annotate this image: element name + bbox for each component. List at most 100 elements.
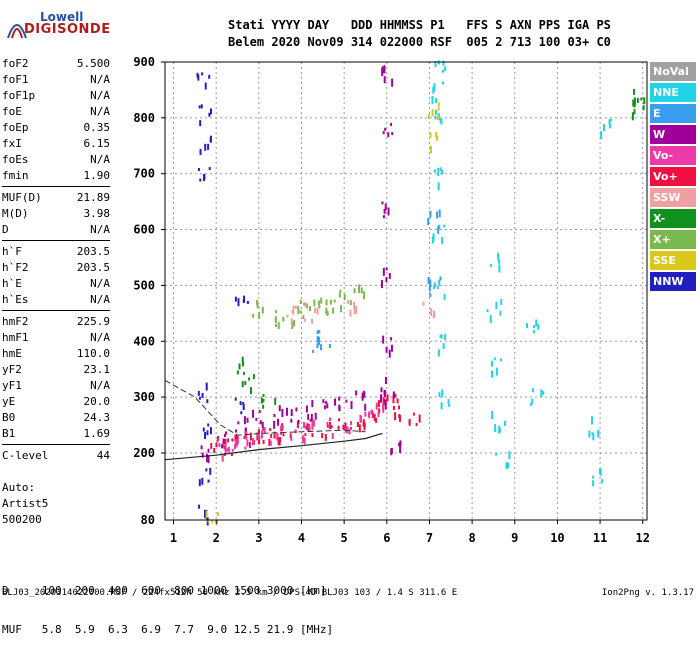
param-value: 1.69 <box>83 427 111 440</box>
echo-point <box>234 444 237 450</box>
param-value: N/A <box>90 105 110 118</box>
echo-point <box>216 439 219 443</box>
param-value: N/A <box>90 73 110 86</box>
echo-point <box>221 444 224 449</box>
echo-point <box>246 300 249 304</box>
echo-point <box>500 299 503 306</box>
echo-point <box>408 418 411 424</box>
echo-point <box>350 400 353 409</box>
echo-point <box>363 422 366 428</box>
model-trace-dashed <box>164 379 366 436</box>
echo-point <box>224 431 227 435</box>
echo-point <box>316 307 319 315</box>
echo-point <box>353 306 356 315</box>
echo-point <box>385 277 388 283</box>
echo-point <box>222 438 225 445</box>
echo-point <box>262 439 265 444</box>
echo-point <box>600 131 603 140</box>
echo-point <box>437 102 440 108</box>
echo-point <box>304 302 307 307</box>
param-value: N/A <box>90 153 110 166</box>
echo-point <box>211 520 214 524</box>
echo-point <box>249 432 252 441</box>
echo-point <box>378 408 381 414</box>
echo-point <box>384 203 387 211</box>
param-value: 21.89 <box>76 191 110 204</box>
x-tick-label: 1 <box>170 531 177 545</box>
echo-point <box>383 76 386 84</box>
echo-point <box>382 409 385 413</box>
param-value: N/A <box>90 89 110 102</box>
param-row: h`F2 203.5 <box>2 260 110 276</box>
echo-point <box>244 446 247 450</box>
echo-point <box>494 424 497 433</box>
echo-point <box>204 143 207 151</box>
param-value: 225.9 <box>76 315 110 328</box>
x-tick-label: 12 <box>636 531 650 545</box>
echo-point <box>205 510 208 518</box>
echo-point <box>261 421 264 428</box>
echo-point <box>493 357 496 361</box>
echo-point <box>642 105 645 111</box>
param-row: hmF2 225.9 <box>2 314 110 330</box>
echo-point <box>358 284 361 291</box>
echo-point <box>234 429 237 433</box>
legend-item-vo: Vo+ <box>650 167 696 186</box>
echo-point <box>201 72 204 76</box>
x-tick-label: 5 <box>341 531 348 545</box>
echo-point <box>636 98 639 104</box>
echo-series-e <box>312 209 442 353</box>
echo-point <box>198 504 201 509</box>
echo-point <box>227 438 230 443</box>
echo-point <box>320 297 323 304</box>
echo-point <box>390 344 393 352</box>
echo-point <box>398 414 401 422</box>
echo-point <box>437 107 440 111</box>
echo-point <box>317 300 320 306</box>
echo-point <box>437 349 440 357</box>
param-label: hmE <box>2 347 22 360</box>
echo-series-x <box>236 88 646 409</box>
echo-point <box>204 432 207 440</box>
file-info: BLJ03_2020314022000.RSF / 224fx512h 50 k… <box>2 588 458 598</box>
echo-point <box>263 427 266 434</box>
param-value: N/A <box>90 223 110 236</box>
echo-point <box>314 412 317 420</box>
echo-point <box>215 443 218 448</box>
echo-point <box>432 86 435 94</box>
y-tick-label: 800 <box>133 111 155 125</box>
echo-point <box>248 441 251 448</box>
param-row: hmE 110.0 <box>2 346 110 362</box>
x-tick-label: 8 <box>468 531 475 545</box>
echo-point <box>262 404 265 409</box>
echo-point <box>332 307 335 314</box>
echo-point <box>384 377 387 385</box>
echo-point <box>377 411 380 417</box>
echo-point <box>438 224 441 230</box>
echo-point <box>292 305 295 310</box>
echo-point <box>508 451 511 460</box>
echo-point <box>201 477 204 485</box>
echo-point <box>532 325 535 329</box>
echo-point <box>290 318 293 326</box>
echo-point <box>282 433 285 437</box>
echo-point <box>643 97 646 105</box>
echo-point <box>239 401 242 406</box>
echo-point <box>433 169 436 173</box>
auto-code: 500200 <box>2 513 42 526</box>
echo-point <box>437 182 440 191</box>
echo-point <box>223 445 226 450</box>
echo-point <box>207 479 210 483</box>
echo-point <box>363 291 366 300</box>
echo-point <box>608 123 611 129</box>
antenna-icon <box>7 24 27 39</box>
echo-point <box>234 439 237 448</box>
y-tick-label: 500 <box>133 278 155 292</box>
echo-point <box>349 300 352 306</box>
param-row: foF1p N/A <box>2 88 110 104</box>
param-row: foEs N/A <box>2 152 110 168</box>
echo-point <box>392 391 395 399</box>
echo-point <box>241 356 244 363</box>
param-value: 6.15 <box>83 137 111 150</box>
param-label: foEp <box>2 121 29 134</box>
